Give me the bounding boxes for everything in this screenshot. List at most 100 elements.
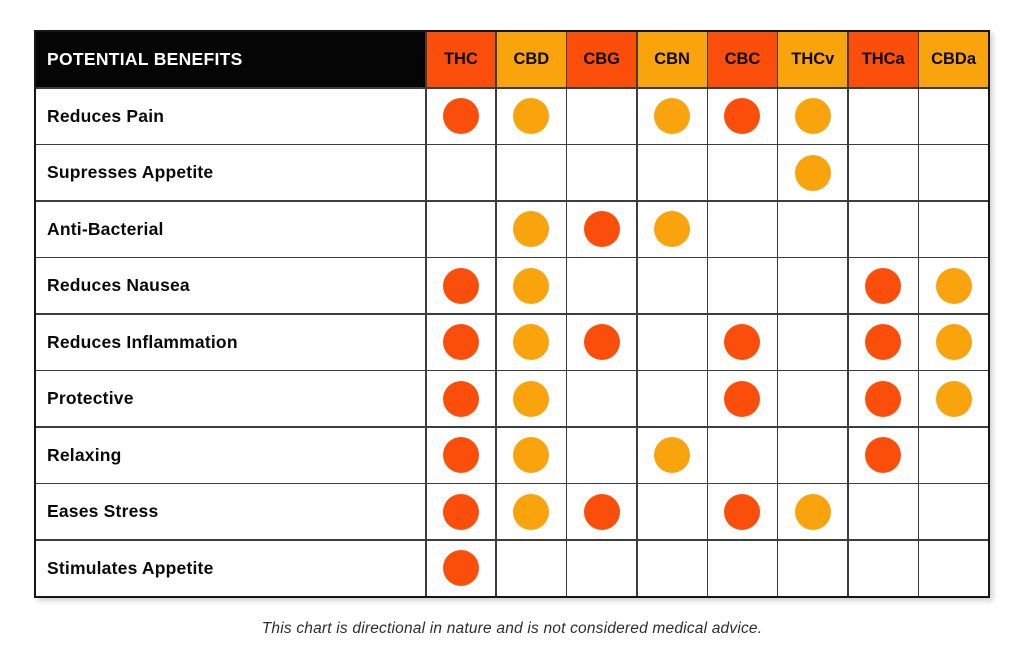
benefit-dot-icon [442, 98, 479, 134]
benefit-dot-icon [794, 98, 831, 134]
benefit-cell-thca [848, 88, 918, 144]
benefit-dot-icon [865, 380, 902, 417]
benefit-cell-cbc [708, 145, 777, 200]
benefit-cell-cbd [496, 540, 566, 596]
benefit-cell-cbda [919, 258, 988, 313]
benefit-row-label: Protective [36, 371, 425, 426]
benefit-cell-cbn [637, 427, 707, 483]
benefit-cell-cbc [708, 314, 777, 370]
benefit-cell-cbn [637, 258, 707, 313]
benefit-dot-icon [865, 324, 902, 360]
column-header-cbg: CBG [567, 32, 637, 87]
benefit-cell-cbc [708, 88, 777, 144]
benefit-cell-cbg [567, 427, 637, 483]
table-title: POTENTIAL BENEFITS [36, 32, 425, 87]
benefit-dot-icon [442, 437, 479, 473]
benefit-cell-thcv [778, 88, 848, 144]
benefit-cell-cbg [567, 371, 637, 426]
benefit-cell-cbg [567, 201, 637, 257]
benefit-cell-thcv [778, 427, 848, 483]
benefit-dot-icon [513, 437, 550, 473]
benefit-dot-icon [513, 211, 550, 247]
column-header-cbc: CBC [708, 32, 777, 87]
benefit-cell-thcv [778, 145, 848, 200]
benefit-row-label: Relaxing [36, 427, 425, 483]
benefit-cell-thc [426, 201, 496, 257]
benefit-cell-cbc [708, 484, 777, 539]
benefit-cell-cbg [567, 540, 637, 596]
benefit-cell-cbda [919, 88, 988, 144]
benefit-cell-thc [426, 371, 496, 426]
benefit-row-label: Stimulates Appetite [36, 540, 425, 596]
benefit-cell-cbd [496, 484, 566, 539]
benefit-cell-thca [848, 484, 918, 539]
benefit-cell-thc [426, 484, 496, 539]
benefit-cell-cbc [708, 371, 777, 426]
benefit-row-label: Reduces Nausea [36, 258, 425, 313]
benefit-dot-icon [724, 98, 761, 134]
benefit-cell-cbg [567, 258, 637, 313]
benefit-cell-thc [426, 145, 496, 200]
benefit-cell-thcv [778, 371, 848, 426]
benefit-dot-icon [865, 437, 902, 473]
benefit-cell-cbg [567, 145, 637, 200]
benefit-dot-icon [513, 380, 550, 417]
benefit-cell-thca [848, 258, 918, 313]
benefit-dot-icon [794, 493, 831, 530]
benefit-row-label: Reduces Inflammation [36, 314, 425, 370]
column-header-cbda: CBDa [919, 32, 988, 87]
benefit-row-label: Reduces Pain [36, 88, 425, 144]
benefits-grid: POTENTIAL BENEFITS THC CBD CBG CBN CBC THCv TH… [34, 30, 990, 598]
benefit-cell-thca [848, 201, 918, 257]
benefit-dot-icon [513, 267, 550, 304]
benefit-cell-thcv [778, 484, 848, 539]
benefit-dot-icon [724, 380, 761, 417]
benefit-dot-icon [583, 211, 620, 247]
benefit-dot-icon [724, 493, 761, 530]
benefit-cell-thc [426, 88, 496, 144]
benefit-cell-thc [426, 540, 496, 596]
benefit-cell-cbc [708, 258, 777, 313]
benefit-cell-cbda [919, 371, 988, 426]
benefit-dot-icon [865, 267, 902, 304]
benefit-cell-thca [848, 145, 918, 200]
benefit-cell-thca [848, 427, 918, 483]
benefit-dot-icon [442, 380, 479, 417]
benefit-dot-icon [442, 550, 479, 586]
benefit-cell-cbn [637, 540, 707, 596]
column-header-cbd: CBD [496, 32, 566, 87]
benefit-cell-cbc [708, 540, 777, 596]
benefit-cell-cbd [496, 88, 566, 144]
benefit-row-label: Eases Stress [36, 484, 425, 539]
benefit-cell-thca [848, 371, 918, 426]
benefit-cell-thcv [778, 314, 848, 370]
benefit-cell-thcv [778, 258, 848, 313]
benefit-cell-cbd [496, 371, 566, 426]
benefit-cell-cbc [708, 427, 777, 483]
benefit-cell-cbn [637, 371, 707, 426]
benefit-cell-cbda [919, 201, 988, 257]
benefit-cell-cbg [567, 484, 637, 539]
column-header-thca: THCa [848, 32, 918, 87]
benefit-row-label: Anti-Bacterial [36, 201, 425, 257]
benefit-dot-icon [513, 98, 550, 134]
benefit-cell-cbda [919, 484, 988, 539]
benefits-table: POTENTIAL BENEFITS THC CBD CBG CBN CBC THCv TH… [34, 30, 990, 598]
benefit-dot-icon [583, 493, 620, 530]
benefit-dot-icon [513, 324, 550, 360]
benefit-dot-icon [442, 267, 479, 304]
benefit-dot-icon [442, 324, 479, 360]
benefit-dot-icon [794, 154, 831, 191]
disclaimer-text: This chart is directional in nature and … [261, 620, 763, 637]
column-header-thc: THC [426, 32, 496, 87]
benefit-cell-cbda [919, 427, 988, 483]
benefit-dot-icon [583, 324, 620, 360]
benefit-cell-cbg [567, 314, 637, 370]
benefit-row-label: Supresses Appetite [36, 145, 425, 200]
benefit-cell-cbd [496, 145, 566, 200]
benefit-dot-icon [935, 380, 972, 417]
benefit-cell-cbd [496, 258, 566, 313]
benefit-cell-cbc [708, 201, 777, 257]
benefit-dot-icon [935, 324, 972, 360]
benefit-cell-cbn [637, 484, 707, 539]
